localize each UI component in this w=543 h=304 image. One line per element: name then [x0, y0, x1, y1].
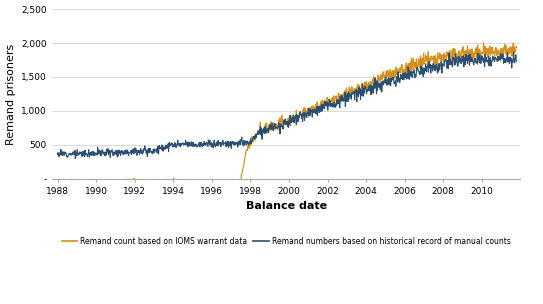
Legend: Remand count based on IOMS warrant data, Remand numbers based on historical reco: Remand count based on IOMS warrant data,… — [59, 234, 514, 249]
Y-axis label: Remand prisoners: Remand prisoners — [5, 43, 16, 145]
X-axis label: Balance date: Balance date — [245, 201, 327, 211]
